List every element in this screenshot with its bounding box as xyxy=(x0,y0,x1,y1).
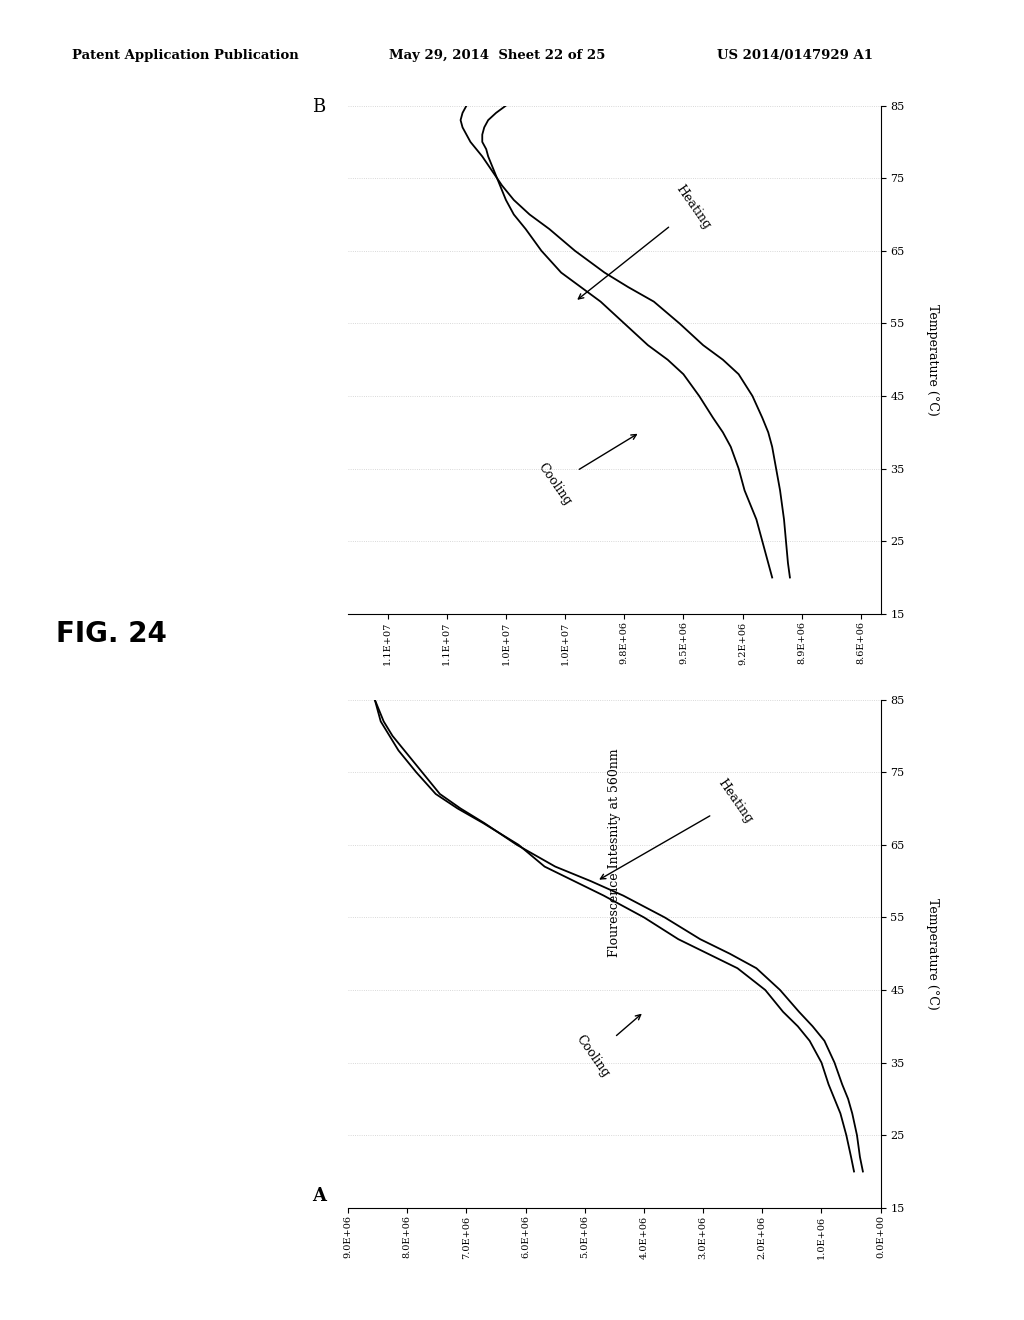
Text: A: A xyxy=(312,1187,327,1205)
Text: Patent Application Publication: Patent Application Publication xyxy=(72,49,298,62)
Y-axis label: Temperature (°C): Temperature (°C) xyxy=(927,898,939,1010)
Text: Cooling: Cooling xyxy=(573,1015,641,1080)
Text: May 29, 2014  Sheet 22 of 25: May 29, 2014 Sheet 22 of 25 xyxy=(389,49,605,62)
X-axis label: Flourescence Intesnity at 560nm: Flourescence Intesnity at 560nm xyxy=(608,748,621,957)
Text: US 2014/0147929 A1: US 2014/0147929 A1 xyxy=(717,49,872,62)
Text: Heating: Heating xyxy=(579,182,714,298)
Text: Heating: Heating xyxy=(600,776,755,879)
Text: B: B xyxy=(312,98,326,116)
Y-axis label: Temperature (°C): Temperature (°C) xyxy=(927,304,939,416)
Text: FIG. 24: FIG. 24 xyxy=(56,619,167,648)
Text: Cooling: Cooling xyxy=(536,434,636,508)
